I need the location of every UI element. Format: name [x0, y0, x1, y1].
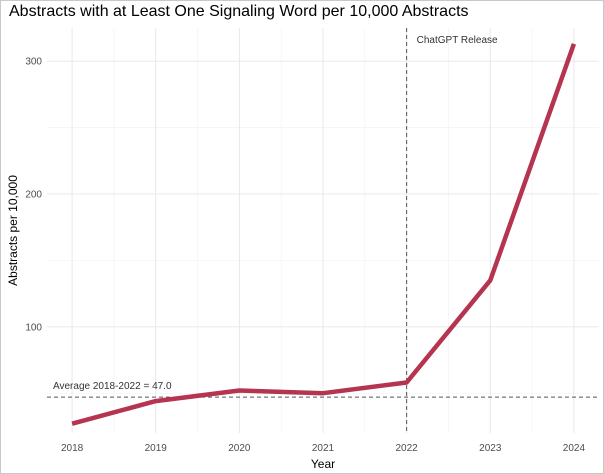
x-tick-label: 2018 [61, 443, 84, 454]
y-tick-label: 300 [25, 57, 42, 68]
reference-lines: Average 2018-2022 = 47.0 ChatGPT Release [47, 28, 599, 433]
series-layer [71, 43, 577, 426]
x-tick-label: 2022 [396, 443, 419, 454]
chart-title: Abstracts with at Least One Signaling Wo… [9, 3, 469, 20]
x-tick-label: 2021 [312, 443, 335, 454]
y-axis-title: Abstracts per 10,000 [6, 175, 20, 286]
x-tick-label: 2019 [145, 443, 168, 454]
y-tick-label: 200 [25, 189, 42, 200]
tick-labels: 2018 2019 2020 2021 2022 2023 2024 100 200 300 [25, 57, 585, 454]
average-reference-label: Average 2018-2022 = 47.0 [53, 381, 172, 392]
y-tick-label: 100 [25, 322, 42, 333]
grid-layer [47, 28, 599, 433]
x-tick-label: 2023 [479, 443, 502, 454]
x-tick-label: 2024 [563, 443, 586, 454]
chatgpt-release-label: ChatGPT Release [417, 35, 498, 46]
x-tick-label: 2020 [228, 443, 251, 454]
x-axis-title: Year [311, 457, 335, 471]
